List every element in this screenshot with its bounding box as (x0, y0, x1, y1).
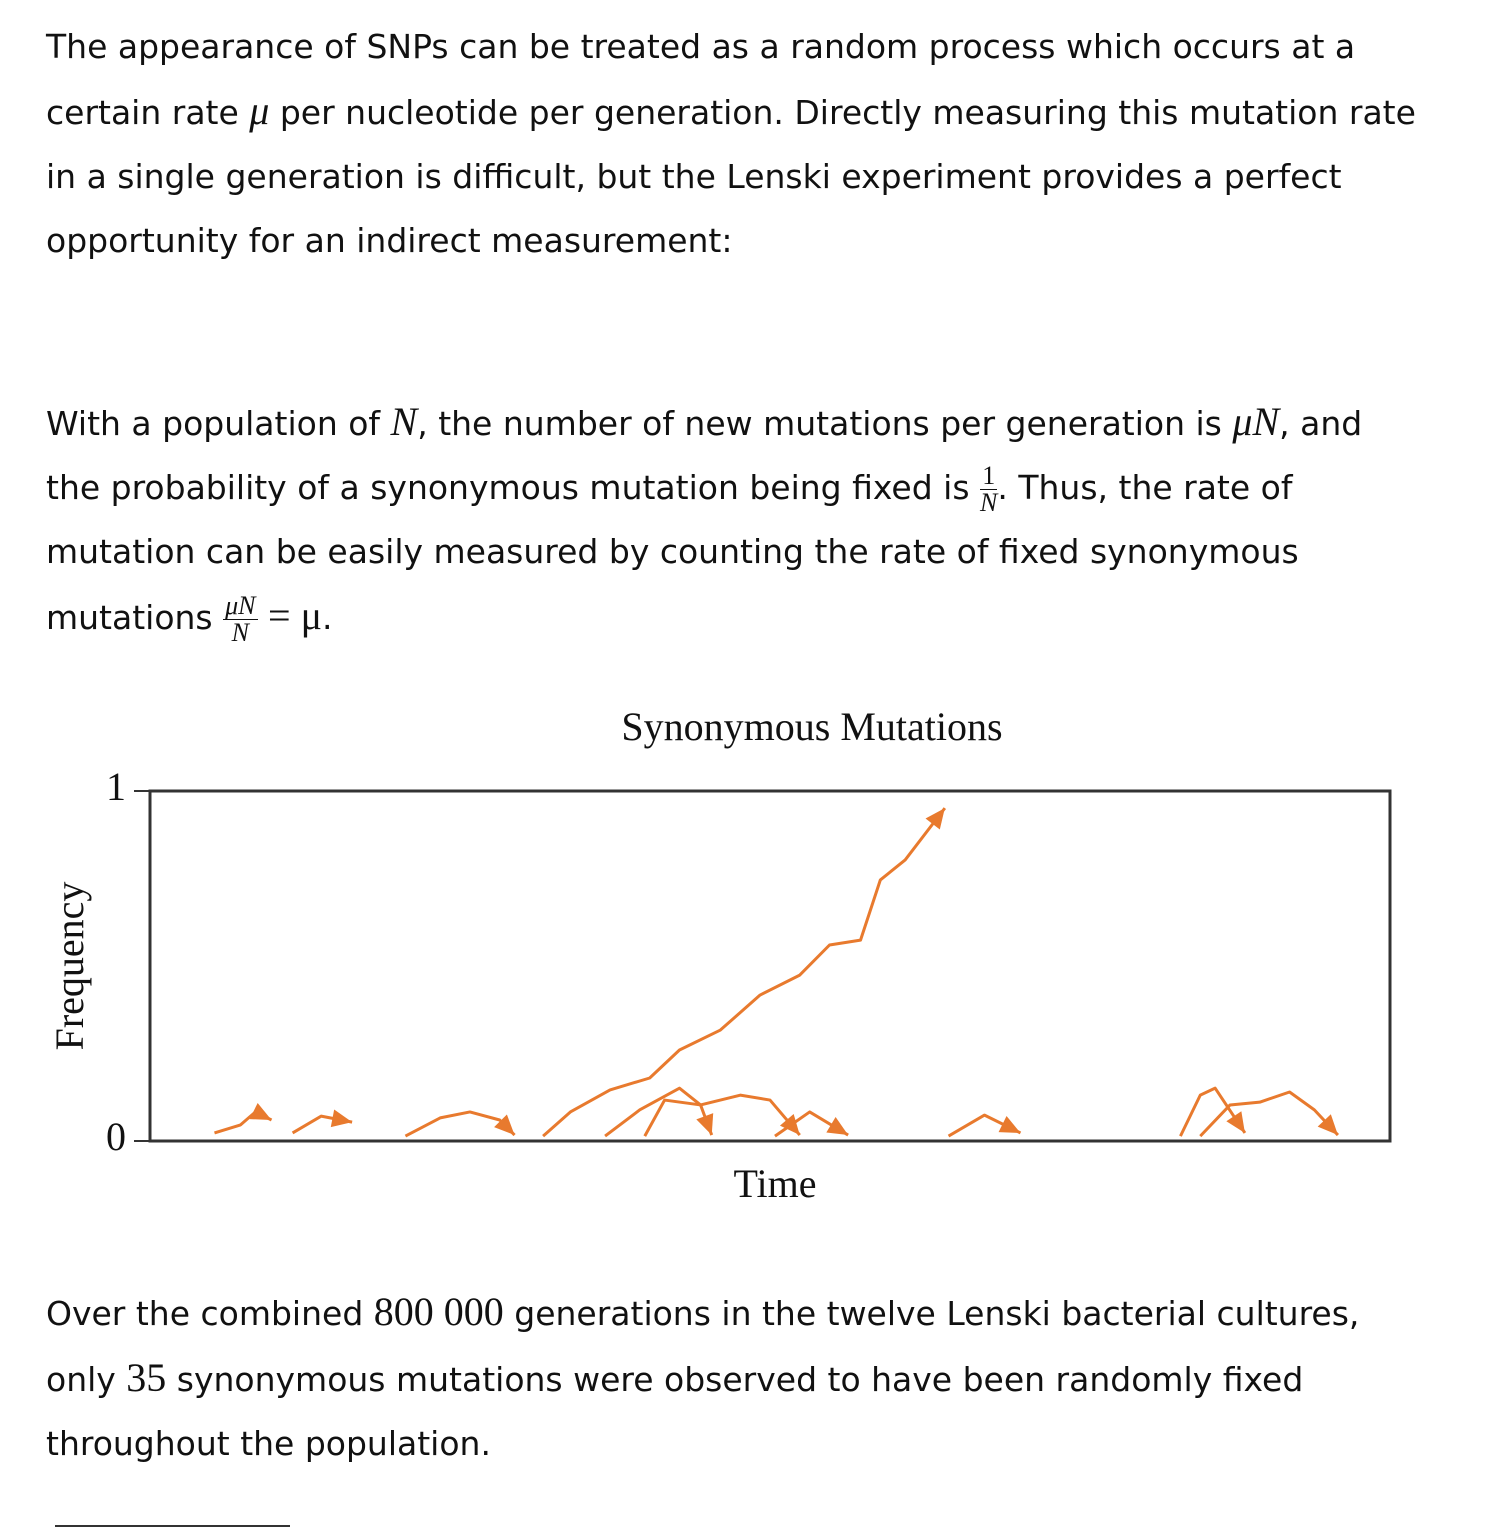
fraction: μN N (223, 591, 258, 647)
text: Over the combined (46, 1294, 374, 1333)
arrowhead (249, 1103, 272, 1120)
y-tick-label: 0 (106, 1114, 126, 1159)
math: N (390, 399, 418, 444)
text: per nucleotide per generation. Directly … (46, 93, 1416, 260)
paragraph: Over the combined 800 000 generations in… (46, 1280, 1416, 1476)
y-axis-label: Frequency (47, 882, 92, 1051)
math: = μ (268, 593, 323, 638)
paragraph: The appearance of SNPs can be treated as… (46, 15, 1416, 273)
trajectory (1179, 1086, 1247, 1137)
trajectory (604, 1086, 714, 1138)
arrowhead (494, 1114, 515, 1136)
math: 800 000 (373, 1289, 504, 1334)
plot-frame (148, 789, 1392, 1143)
text: , and the probability of a synonymous mu… (46, 404, 1363, 507)
denominator: N (231, 618, 249, 647)
trajectory (542, 807, 947, 1138)
math: μ (249, 88, 270, 133)
text: generations in the twelve Lenski bacteri… (46, 1294, 1360, 1399)
denominator: N (980, 488, 998, 517)
math: μN (1232, 399, 1280, 444)
text: . Thus, the rate of mutation can be easi… (46, 468, 1299, 637)
arrowhead (330, 1109, 353, 1128)
x-axis-label: Time (733, 1161, 816, 1206)
text: The appearance of SNPs can be treated as… (46, 27, 1356, 132)
trajectory (643, 1093, 801, 1137)
arrowhead (1317, 1114, 1338, 1136)
text: . (322, 598, 333, 637)
numerator: 1 (980, 461, 998, 490)
arrowhead (998, 1115, 1021, 1133)
arrowhead (925, 808, 945, 830)
chart-title: Synonymous Mutations (621, 704, 1002, 749)
arrowhead (1226, 1111, 1245, 1133)
numerator: μN (223, 591, 258, 620)
math: 35 (126, 1355, 167, 1400)
paragraph: With a population of N, the number of ne… (46, 390, 1416, 650)
text: synonymous mutations were observed to ha… (46, 1360, 1304, 1463)
arrowhead (696, 1113, 714, 1136)
text: With a population of (46, 404, 391, 443)
y-tick-label: 1 (106, 764, 126, 809)
arrowhead (826, 1117, 849, 1136)
trajectory (1199, 1090, 1340, 1138)
text: , the number of new mutations per genera… (417, 404, 1233, 443)
